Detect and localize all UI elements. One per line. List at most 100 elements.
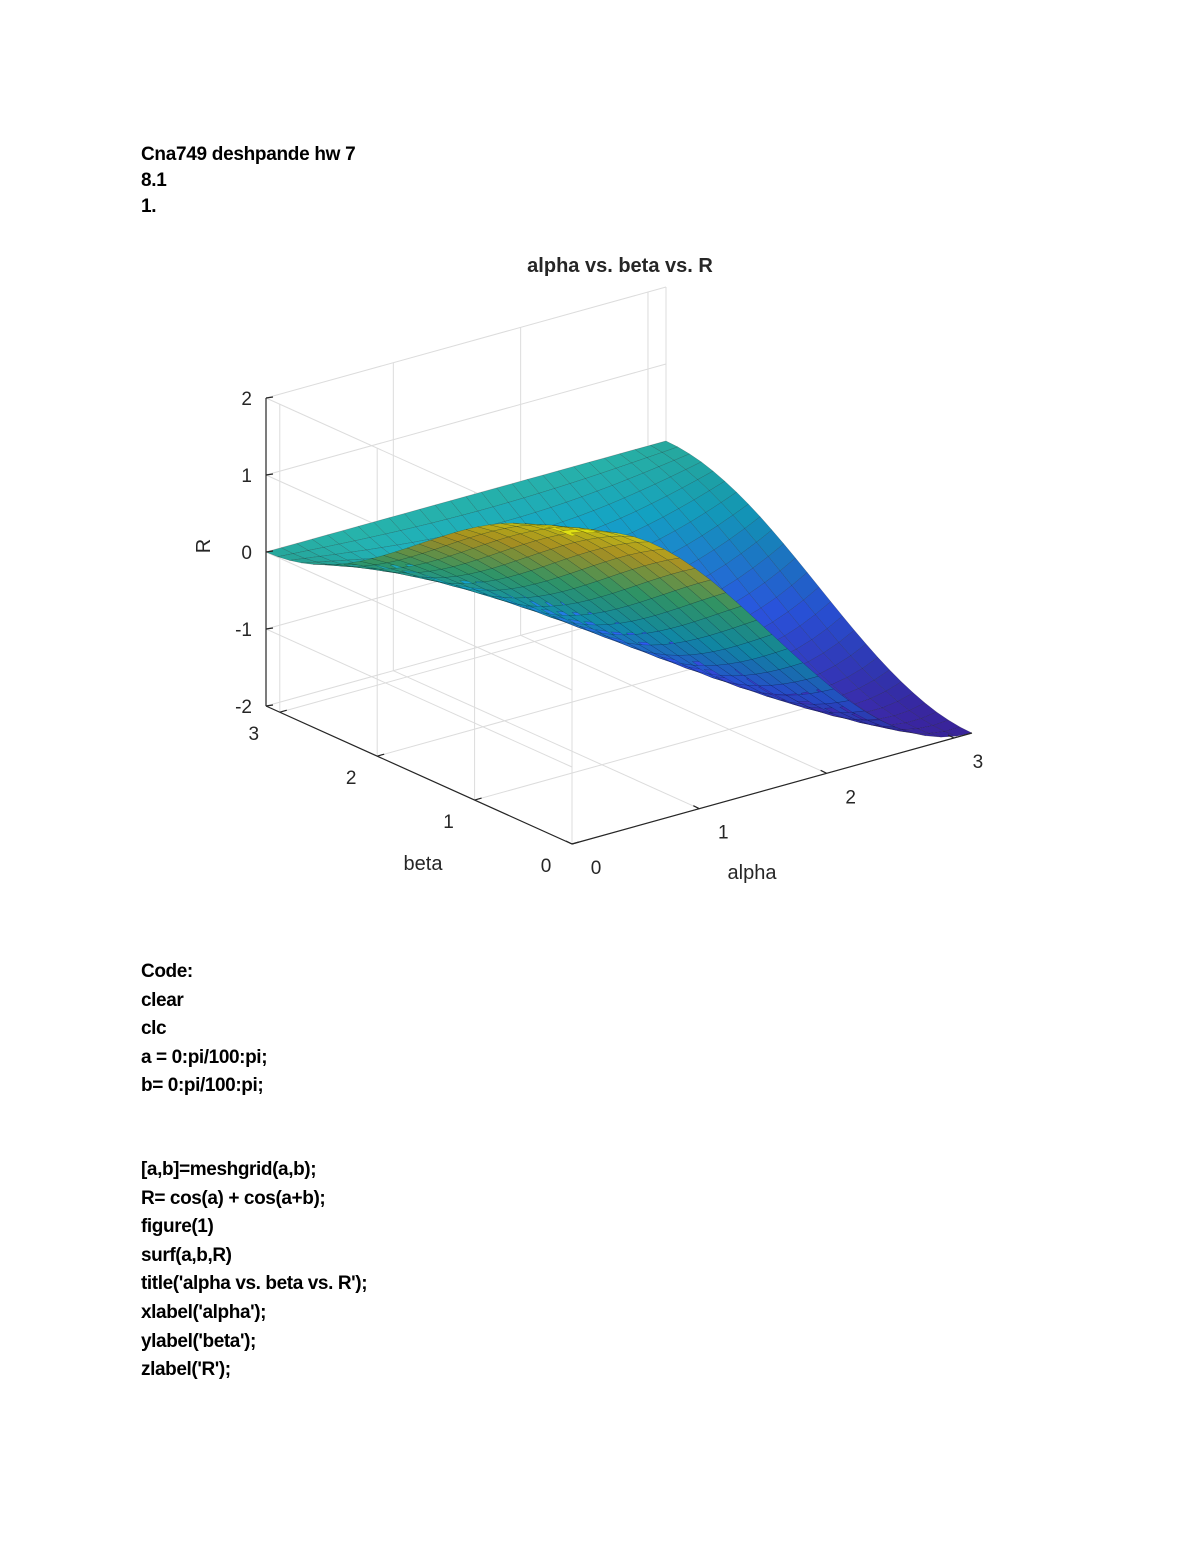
surface-patch: [563, 587, 592, 602]
surface-patch: [778, 666, 807, 683]
code-line: R= cos(a) + cos(a+b);: [141, 1187, 326, 1209]
surface-patch: [763, 652, 792, 670]
surface-patch: [357, 521, 386, 538]
surface-patch: [577, 510, 606, 532]
surface-patch: [761, 673, 790, 687]
surface-patch: [905, 718, 934, 729]
surface-patch: [785, 694, 815, 705]
surface-patch: [491, 564, 521, 578]
surface-patch: [562, 516, 591, 537]
surface-patch: [685, 461, 714, 480]
surface-patch: [418, 539, 447, 550]
surface-patch: [401, 570, 430, 578]
surface-patch: [313, 564, 341, 567]
surface-patch: [749, 662, 778, 678]
surface-patch: [289, 558, 317, 564]
surface-patch: [683, 636, 712, 652]
surface-patch: [292, 550, 322, 559]
y-tick-mark: [377, 753, 385, 757]
surface-patch: [799, 614, 828, 641]
surface-patch: [425, 578, 453, 587]
surface-patch: [343, 564, 372, 569]
surface-patch: [811, 698, 841, 709]
surface-patch: [522, 607, 550, 618]
surface-patch: [549, 616, 577, 627]
surface-patch: [491, 595, 519, 605]
surface-patch: [572, 622, 601, 634]
surface-patch: [629, 619, 658, 634]
surface-patch: [736, 642, 765, 660]
surface-patch: [307, 547, 337, 557]
surface-patch: [404, 564, 434, 573]
surface-patch: [776, 668, 805, 685]
grid-line: [265, 594, 667, 707]
surface-patch: [458, 529, 487, 547]
surface-patch: [630, 646, 658, 658]
surface-patch: [550, 501, 579, 523]
surface-patch: [510, 586, 540, 598]
surface-patch: [640, 630, 670, 644]
y-tick-mark: [279, 709, 287, 713]
surface-patch: [873, 669, 902, 692]
surface-patch: [360, 558, 388, 566]
surface-patch: [790, 662, 819, 680]
surface-patch: [732, 503, 761, 529]
surface-patch: [522, 583, 551, 597]
surface-patch: [565, 554, 595, 570]
surface-patch: [484, 540, 513, 553]
surface-patch: [361, 557, 391, 566]
surface-patch: [666, 487, 695, 509]
surface-patch: [679, 582, 708, 605]
surface-patch: [632, 524, 661, 548]
surface-patch: [582, 565, 611, 585]
surface-patch: [497, 553, 526, 570]
surface-patch: [334, 551, 364, 561]
surface-patch: [570, 550, 599, 571]
surface-patch: [632, 565, 661, 582]
surface-patch: [545, 613, 573, 624]
surface-patch: [701, 525, 730, 551]
surface-patch: [377, 556, 407, 566]
surface-patch: [686, 582, 715, 601]
surface-patch: [382, 570, 410, 577]
surface-patch: [336, 562, 364, 567]
surface-patch: [883, 726, 911, 733]
surface-patch: [690, 512, 718, 537]
surface-patch: [359, 564, 387, 570]
z-tick-mark: [265, 550, 274, 553]
surface-patch: [566, 569, 595, 588]
surface-patch: [370, 555, 401, 564]
surface-patch: [483, 579, 513, 591]
surface-patch: [710, 644, 739, 660]
surface-patch: [642, 650, 670, 662]
surface-patch: [751, 690, 779, 701]
surface-patch: [646, 652, 674, 664]
chart-title: alpha vs. beta vs. R: [527, 255, 713, 277]
surface-patch: [649, 649, 678, 661]
surface-patch: [639, 598, 668, 616]
surface-patch: [431, 518, 460, 537]
surface-patch: [535, 537, 564, 550]
surface-patch: [688, 666, 716, 677]
surface-patch: [511, 544, 541, 558]
surface-patch: [439, 548, 468, 563]
surface-patch: [676, 654, 706, 666]
surface-patch: [435, 562, 464, 573]
surface-patch: [646, 452, 675, 467]
surface-patch: [570, 531, 600, 541]
grid-line: [474, 688, 875, 801]
surface-patch: [698, 549, 727, 575]
surface-patch: [687, 618, 716, 637]
surface-patch: [688, 653, 718, 666]
surface-patch: [843, 688, 872, 705]
surface-patch: [332, 559, 360, 566]
surface-patch: [445, 541, 474, 553]
surface-patch: [338, 540, 368, 553]
surface-patch: [492, 528, 522, 538]
surface-patch: [697, 635, 726, 652]
surface-patch: [898, 730, 926, 737]
surface-patch: [342, 526, 371, 542]
surface-patch: [564, 621, 592, 633]
surface-patch: [540, 524, 568, 529]
surface-patch: [566, 496, 595, 517]
